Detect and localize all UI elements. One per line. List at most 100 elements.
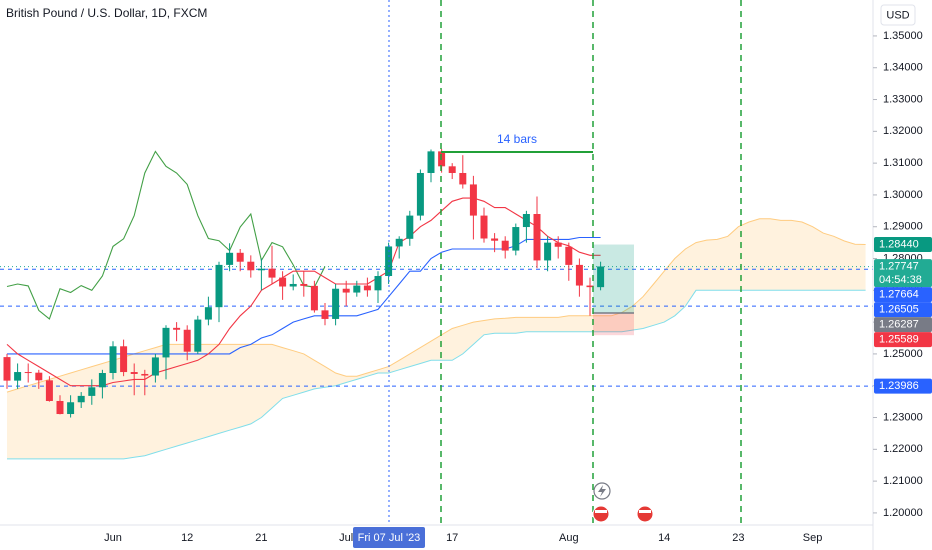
price-label: 1.25589 xyxy=(879,333,919,345)
us-flag-icon[interactable] xyxy=(636,505,654,523)
crosshair-date-box xyxy=(353,527,425,548)
y-tick-label: 1.21000 xyxy=(883,475,923,487)
x-tick-label: Jun xyxy=(104,532,122,544)
axes: 1.35000 1.34000 1.33000 1.32000 1.31000 1.300… xyxy=(104,30,932,544)
y-tick-label: 1.33000 xyxy=(883,93,923,105)
y-tick-label: 1.31000 xyxy=(883,157,923,169)
cloud-span-b xyxy=(7,289,866,460)
price-label-box xyxy=(874,302,932,318)
x-tick-label: Jul xyxy=(339,532,353,544)
candle-body xyxy=(98,373,106,388)
cloud-fill xyxy=(7,218,866,459)
candle-body xyxy=(45,380,53,401)
flag-stripe xyxy=(595,510,607,513)
candle-body xyxy=(35,372,43,381)
price-label-box xyxy=(874,378,932,394)
candle-body xyxy=(109,346,117,374)
candle-body xyxy=(289,283,297,287)
candle-body xyxy=(554,242,562,247)
price-label: 1.26287 xyxy=(879,318,919,330)
us-flag-icon[interactable] xyxy=(592,505,610,523)
y-tick-label: 1.23000 xyxy=(883,411,923,423)
y-tick-label: 1.32000 xyxy=(883,125,923,137)
x-tick-label: 12 xyxy=(181,532,193,544)
x-tick-label: 17 xyxy=(446,532,458,544)
candle-body xyxy=(491,238,499,241)
price-label: 1.28440 xyxy=(879,238,919,250)
candle-body xyxy=(120,346,128,373)
x-tick-label: Sep xyxy=(803,532,823,544)
candle-body xyxy=(268,268,276,278)
candle-body xyxy=(279,277,287,287)
candle-body xyxy=(236,252,244,262)
candle-body xyxy=(300,283,308,286)
candle-body xyxy=(321,310,329,319)
time-axis xyxy=(0,525,873,550)
candle-body xyxy=(162,327,170,358)
candle-body xyxy=(522,214,530,228)
candle-body xyxy=(14,372,22,381)
candle-body xyxy=(406,215,414,239)
price-label: 1.27664 xyxy=(879,288,919,300)
candle-body xyxy=(469,184,477,216)
price-label: 1.26505 xyxy=(879,303,919,315)
candle-body xyxy=(427,151,435,173)
candle-body xyxy=(374,276,382,291)
candle-body xyxy=(183,329,191,352)
candle-body xyxy=(363,285,371,291)
price-label-box xyxy=(874,237,932,253)
flag-stripe xyxy=(639,510,651,513)
candle-body xyxy=(586,285,594,288)
candle-body xyxy=(141,373,149,376)
price-label-box xyxy=(874,259,932,288)
candle-body xyxy=(56,400,64,415)
y-tick-label: 1.29000 xyxy=(883,221,923,233)
price-label-box xyxy=(874,287,932,303)
candle-body xyxy=(544,242,552,261)
cloud-span-a xyxy=(6,218,866,393)
candle-body xyxy=(257,268,265,271)
y-tick-label: 1.35000 xyxy=(883,30,923,42)
candle-body xyxy=(501,240,509,251)
y-tick-label: 1.20000 xyxy=(883,507,923,519)
indicator-line xyxy=(6,197,601,387)
candle-body xyxy=(332,288,340,319)
candle-body xyxy=(226,252,234,265)
candle-body xyxy=(353,285,361,293)
price-label: 1.23986 xyxy=(879,380,919,392)
candle-body xyxy=(448,166,456,173)
y-tick-label: 1.25000 xyxy=(883,348,923,360)
candle-body xyxy=(173,327,181,330)
indicator-line xyxy=(7,236,601,355)
event-icon-bolt xyxy=(598,485,606,497)
candle-body xyxy=(194,319,202,352)
candle-body xyxy=(459,172,467,185)
price-label: 1.27747 xyxy=(879,260,919,272)
y-tick-label: 1.22000 xyxy=(883,443,923,455)
candle-body xyxy=(130,372,138,374)
candle-body xyxy=(3,357,11,381)
y-tick-label: 1.30000 xyxy=(883,189,923,201)
candle-body xyxy=(395,238,403,247)
candle-body xyxy=(24,372,32,374)
y-tick-label: 1.34000 xyxy=(883,62,923,74)
measure-label: 14 bars xyxy=(497,132,537,146)
candle-body xyxy=(310,285,318,311)
x-tick-label: 23 xyxy=(732,532,744,544)
indicator-line xyxy=(6,150,326,320)
plot-area xyxy=(0,148,873,460)
candle-body xyxy=(597,266,605,288)
price-countdown: 04:54:38 xyxy=(879,274,922,286)
candle-body xyxy=(77,395,85,403)
price-label-box xyxy=(874,317,932,333)
candle-body xyxy=(480,215,488,239)
x-tick-label: 14 xyxy=(658,532,670,544)
candle-body xyxy=(575,264,583,286)
candle-body xyxy=(533,214,541,261)
currency-label: USD xyxy=(886,9,909,21)
candle-body xyxy=(215,264,223,308)
currency-button[interactable] xyxy=(880,4,916,26)
symbol-title: British Pound / U.S. Dollar, 1D, FXCM xyxy=(6,6,207,20)
price-label-box xyxy=(874,332,932,348)
